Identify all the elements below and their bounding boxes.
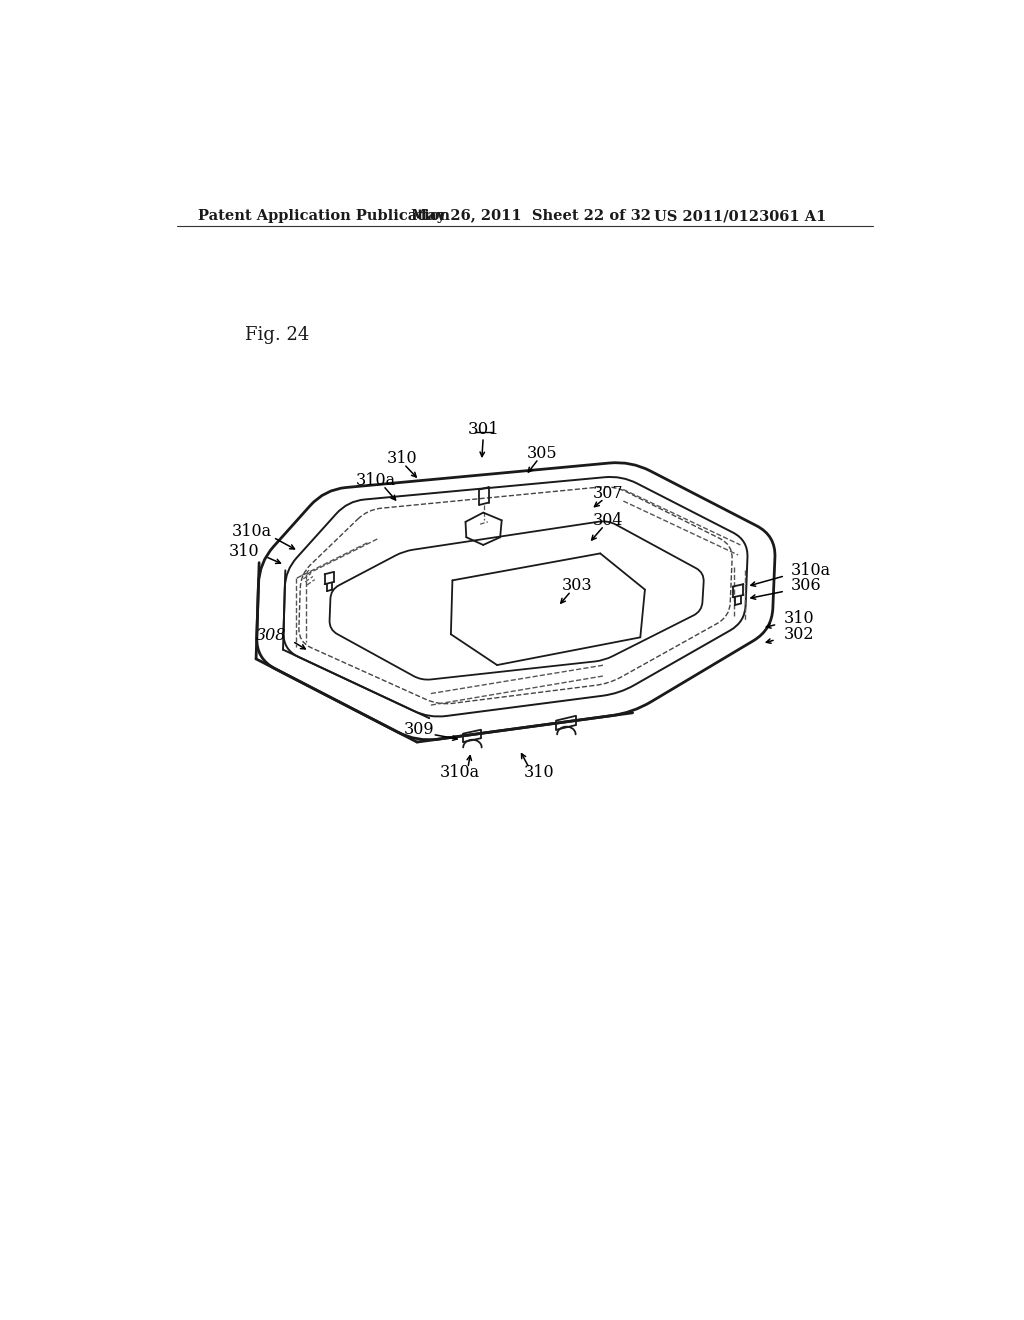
Text: 310: 310 [386, 450, 417, 467]
Text: 310a: 310a [232, 523, 272, 540]
Text: 301: 301 [467, 421, 499, 438]
Text: 308: 308 [256, 627, 286, 644]
Text: Fig. 24: Fig. 24 [245, 326, 309, 345]
Text: 310a: 310a [440, 764, 480, 781]
Text: 310: 310 [229, 543, 260, 560]
Text: 310a: 310a [792, 562, 831, 579]
Text: Patent Application Publication: Patent Application Publication [199, 209, 451, 223]
Text: 310a: 310a [355, 471, 395, 488]
Text: 306: 306 [792, 577, 822, 594]
Text: 309: 309 [404, 721, 434, 738]
Text: 303: 303 [562, 577, 593, 594]
Text: May 26, 2011  Sheet 22 of 32: May 26, 2011 Sheet 22 of 32 [411, 209, 651, 223]
Text: US 2011/0123061 A1: US 2011/0123061 A1 [654, 209, 826, 223]
Text: 307: 307 [593, 484, 624, 502]
Text: 310: 310 [523, 764, 554, 781]
Text: 305: 305 [527, 445, 558, 462]
Text: 310: 310 [783, 610, 814, 627]
Text: 302: 302 [783, 626, 814, 643]
Text: 304: 304 [593, 512, 624, 529]
